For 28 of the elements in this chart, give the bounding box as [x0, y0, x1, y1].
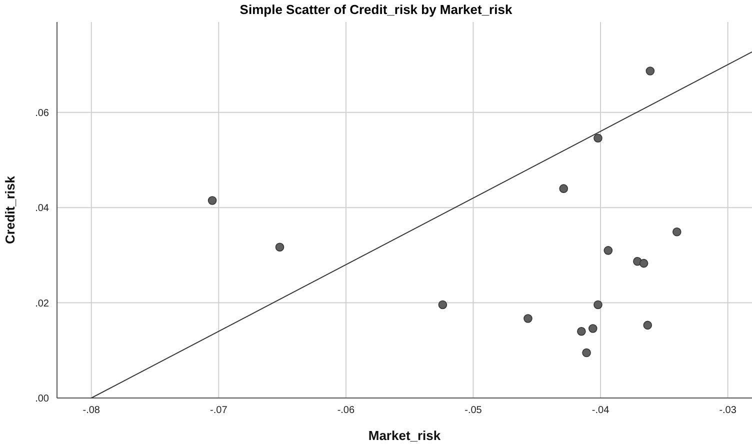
point	[559, 184, 568, 193]
point	[594, 300, 602, 310]
point	[643, 320, 652, 330]
point	[588, 324, 598, 333]
point	[275, 242, 284, 252]
x-tick-label: -.05	[464, 405, 482, 416]
point	[582, 348, 591, 358]
y-axis-title: Credit_risk	[2, 175, 18, 244]
y-tick-label: .06	[35, 108, 50, 119]
point	[672, 227, 682, 236]
point	[639, 258, 648, 268]
x-tick-label: -.07	[210, 405, 228, 416]
point	[524, 314, 532, 323]
y-tick-label: .00	[35, 394, 50, 405]
point	[594, 134, 602, 143]
y-tick-label: .02	[35, 298, 50, 310]
point	[646, 66, 655, 76]
x-tick-label: -.04	[592, 405, 610, 416]
point	[438, 300, 448, 310]
x-axis-title: Market_risk	[368, 428, 442, 443]
y-tick-label: .04	[35, 203, 50, 214]
point	[208, 196, 217, 205]
chart-title: Simple Scatter of Credit_risk by Market_risk	[238, 2, 514, 17]
point	[577, 326, 586, 336]
x-tick-label: -.08	[82, 405, 100, 416]
x-tick-label: -.06	[337, 405, 355, 416]
x-tick-label: -.03	[719, 405, 737, 416]
point	[604, 246, 613, 255]
